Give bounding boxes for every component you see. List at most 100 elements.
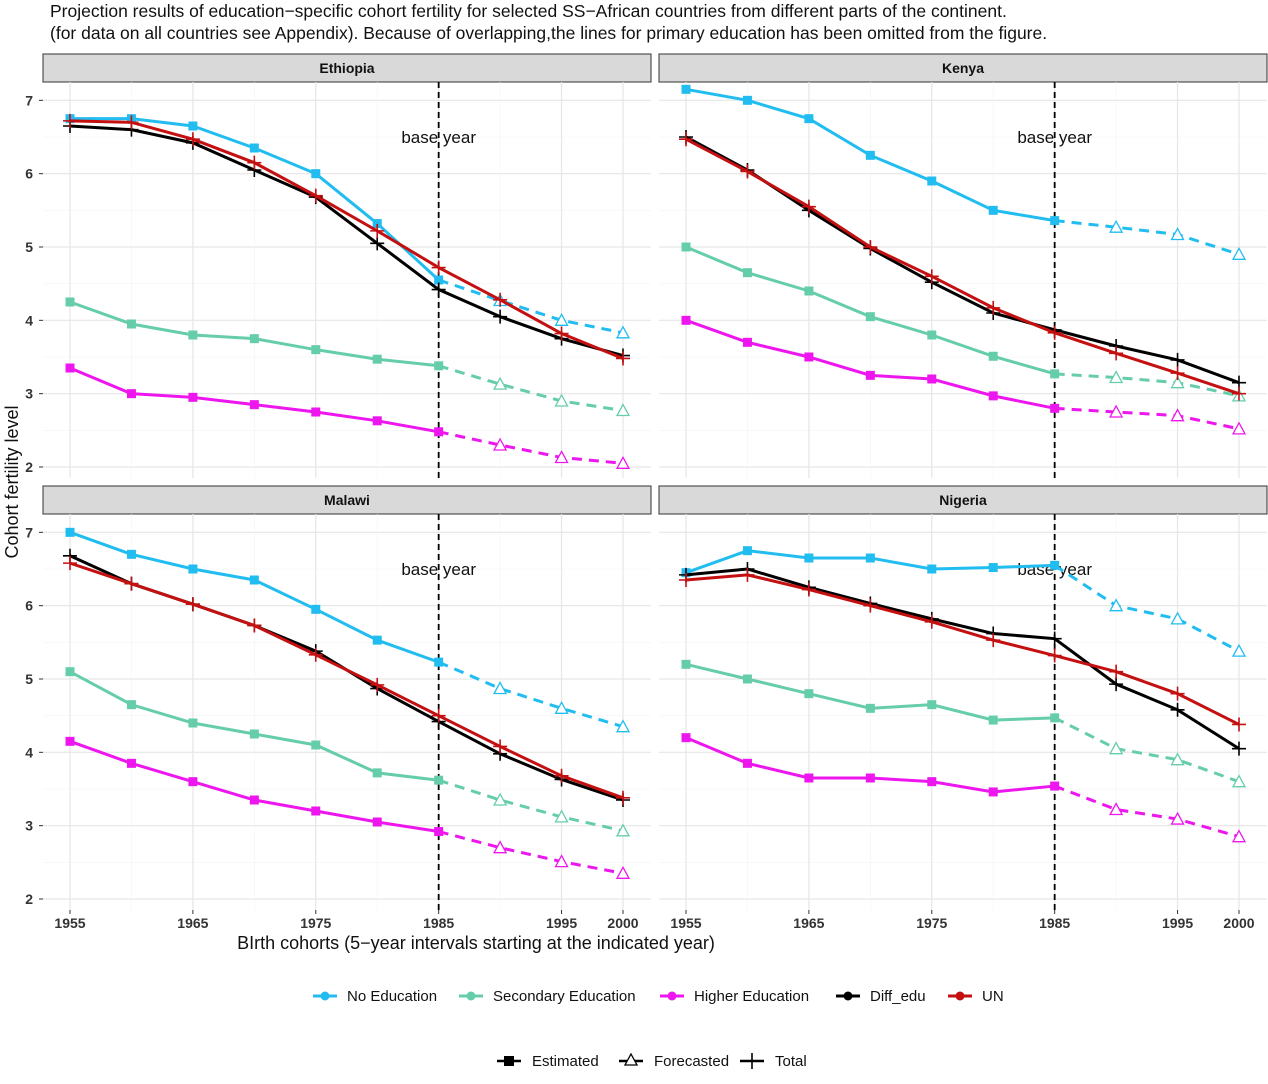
point-marker-forecasted bbox=[615, 719, 631, 733]
series-line-forecasted bbox=[1053, 564, 1240, 653]
point-marker-total bbox=[1109, 664, 1124, 679]
y-tick-label: 2 bbox=[25, 891, 33, 907]
legend-swatch-dot bbox=[955, 991, 965, 1001]
series-line-forecasted bbox=[1054, 406, 1240, 431]
point-marker-forecasted bbox=[1109, 219, 1124, 233]
point-marker-estimated bbox=[988, 391, 998, 401]
y-tick-label: 3 bbox=[25, 386, 33, 402]
series-line-forecasted bbox=[438, 278, 624, 335]
point-marker-estimated bbox=[372, 768, 382, 778]
series-un bbox=[679, 132, 1246, 401]
point-marker-estimated bbox=[681, 242, 691, 252]
point-marker-estimated bbox=[249, 400, 259, 410]
point-marker-estimated bbox=[988, 715, 998, 725]
point-marker-estimated bbox=[311, 407, 321, 417]
series-un bbox=[63, 113, 630, 366]
point-marker-total bbox=[924, 269, 939, 284]
series-line bbox=[69, 119, 624, 360]
series-line-forecasted bbox=[438, 778, 624, 833]
base-year-label: base year bbox=[401, 128, 476, 147]
point-marker-forecasted bbox=[1170, 227, 1185, 241]
point-marker-estimated bbox=[742, 337, 752, 347]
point-marker-total bbox=[124, 576, 139, 591]
legend-item-forecasted: Forecasted bbox=[619, 1052, 729, 1070]
point-marker-total bbox=[308, 188, 323, 203]
x-axis-label: BIrth cohorts (5−year intervals starting… bbox=[237, 933, 715, 953]
point-marker-estimated bbox=[249, 575, 259, 585]
point-marker-estimated bbox=[865, 150, 875, 160]
series-line-forecasted bbox=[1054, 219, 1240, 256]
point-marker-forecasted bbox=[1170, 375, 1185, 389]
series-line bbox=[685, 573, 1240, 726]
legend-label: UN bbox=[982, 988, 1004, 1005]
legend-item-higher-education: Higher Education bbox=[660, 988, 809, 1005]
point-marker-total bbox=[124, 115, 139, 130]
y-tick-label: 6 bbox=[25, 166, 33, 182]
series-un bbox=[679, 567, 1246, 732]
point-marker-total bbox=[247, 155, 262, 170]
point-marker-total bbox=[679, 132, 693, 147]
point-marker-forecasted bbox=[615, 823, 631, 837]
legend-label: Estimated bbox=[532, 1053, 599, 1070]
series-un bbox=[63, 556, 630, 805]
series-line bbox=[69, 124, 624, 357]
point-marker-total bbox=[986, 633, 1001, 648]
panel-strip bbox=[42, 485, 652, 515]
point-marker-estimated bbox=[434, 361, 444, 371]
point-marker-estimated bbox=[311, 740, 321, 750]
panel-strip bbox=[658, 53, 1268, 83]
point-marker-estimated bbox=[804, 773, 814, 783]
point-marker-total bbox=[801, 199, 816, 214]
point-marker-estimated bbox=[681, 84, 691, 94]
point-marker-forecasted bbox=[493, 681, 508, 695]
point-marker-total bbox=[616, 790, 630, 805]
series-no-education bbox=[681, 546, 1247, 657]
y-tick-label: 7 bbox=[25, 524, 33, 540]
legend-label: Higher Education bbox=[694, 988, 809, 1005]
y-tick-label: 3 bbox=[25, 818, 33, 834]
point-marker-estimated bbox=[311, 345, 321, 355]
point-marker-estimated bbox=[1050, 560, 1060, 570]
legend-item-no-education: No Education bbox=[313, 988, 437, 1005]
point-marker-estimated bbox=[804, 114, 814, 124]
legend-swatch-square bbox=[504, 1056, 514, 1066]
point-marker-forecasted bbox=[1109, 598, 1124, 612]
series-no-education bbox=[65, 527, 631, 733]
point-marker-forecasted bbox=[493, 840, 508, 854]
point-marker-estimated bbox=[372, 416, 382, 426]
point-marker-total bbox=[740, 567, 755, 582]
point-marker-total bbox=[986, 300, 1001, 315]
point-marker-estimated bbox=[188, 564, 198, 574]
point-marker-estimated bbox=[988, 205, 998, 215]
point-marker-forecasted bbox=[1109, 370, 1124, 384]
point-marker-forecasted bbox=[554, 854, 569, 868]
point-marker-forecasted bbox=[1170, 752, 1185, 766]
y-tick-label: 2 bbox=[25, 459, 33, 475]
point-marker-forecasted bbox=[1109, 741, 1124, 755]
point-marker-estimated bbox=[804, 689, 814, 699]
point-marker-forecasted bbox=[615, 403, 631, 417]
y-tick-label: 5 bbox=[25, 239, 33, 255]
point-marker-estimated bbox=[372, 817, 382, 827]
series-no-education bbox=[681, 84, 1247, 260]
point-marker-total bbox=[493, 292, 508, 307]
point-marker-total bbox=[63, 556, 77, 571]
point-marker-estimated bbox=[681, 659, 691, 669]
point-marker-forecasted bbox=[554, 700, 569, 714]
point-marker-estimated bbox=[927, 330, 937, 340]
series-line-forecasted bbox=[438, 430, 624, 465]
point-marker-total bbox=[554, 326, 569, 341]
x-tick-label: 2000 bbox=[1223, 915, 1254, 931]
point-marker-estimated bbox=[988, 787, 998, 797]
x-tick-label: 1975 bbox=[916, 915, 947, 931]
point-marker-estimated bbox=[311, 806, 321, 816]
point-marker-forecasted bbox=[554, 809, 569, 823]
point-marker-total bbox=[1170, 366, 1185, 381]
series-secondary-education bbox=[65, 297, 631, 417]
point-marker-estimated bbox=[865, 312, 875, 322]
series-diff-edu bbox=[679, 562, 1246, 756]
x-tick-label: 1965 bbox=[793, 915, 824, 931]
point-marker-forecasted bbox=[1109, 802, 1124, 816]
legend-label: Secondary Education bbox=[493, 988, 636, 1005]
